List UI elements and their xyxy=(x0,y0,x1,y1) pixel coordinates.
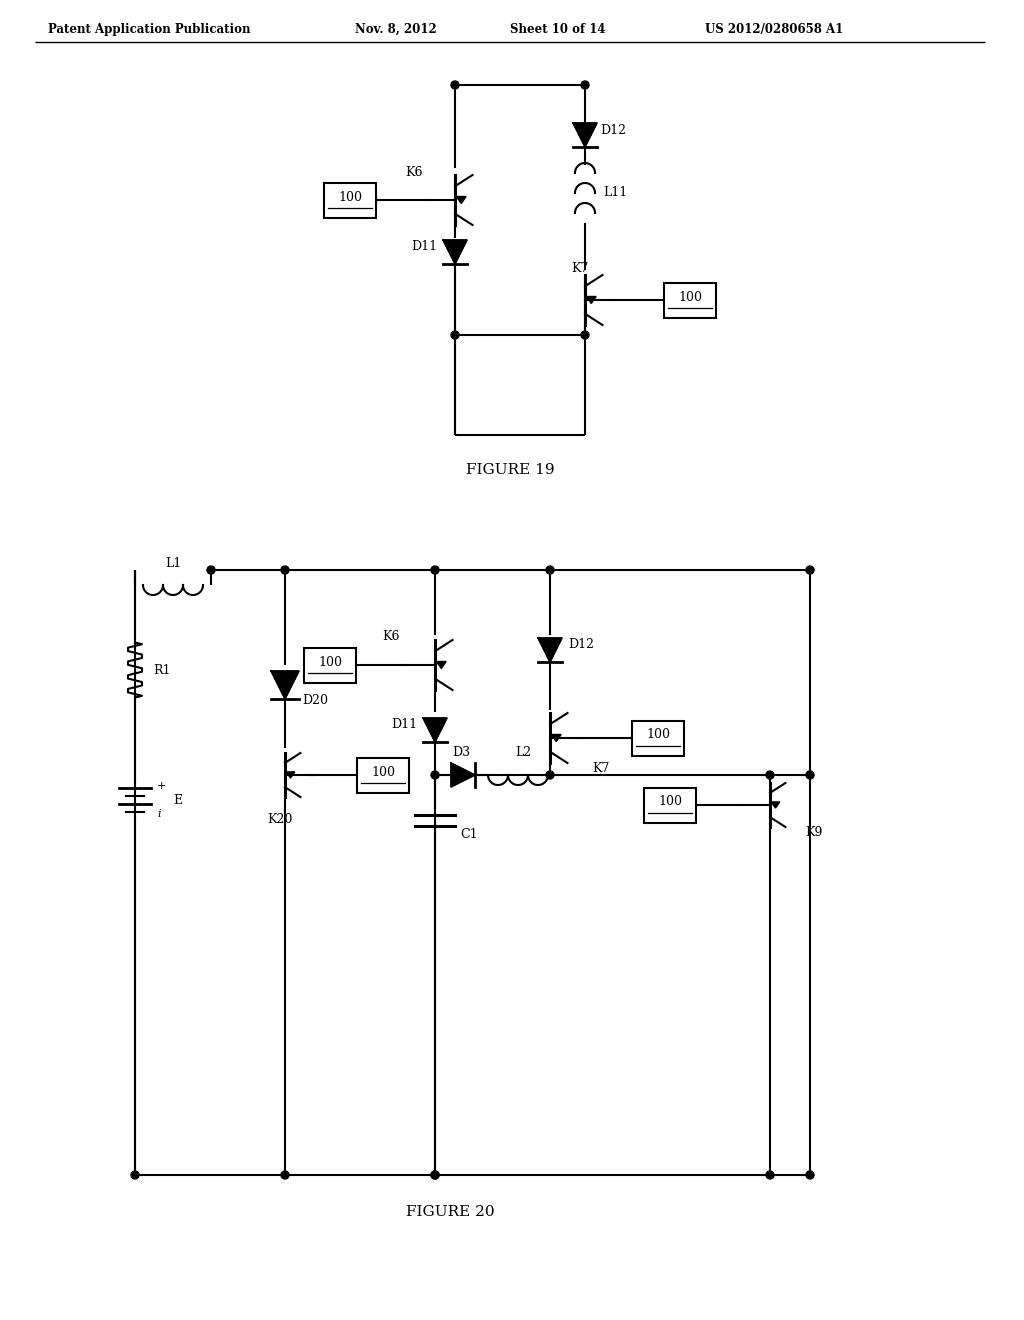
Text: K7: K7 xyxy=(592,762,609,775)
Polygon shape xyxy=(423,718,447,742)
Polygon shape xyxy=(286,772,295,777)
Circle shape xyxy=(431,1171,439,1179)
Text: 100: 100 xyxy=(338,190,362,203)
Text: 100: 100 xyxy=(646,729,670,742)
Text: D20: D20 xyxy=(302,694,328,708)
Polygon shape xyxy=(443,240,467,264)
Text: 100: 100 xyxy=(371,766,395,779)
Circle shape xyxy=(131,1171,139,1179)
Text: 100: 100 xyxy=(678,290,702,304)
Text: i: i xyxy=(157,809,161,818)
Text: FIGURE 19: FIGURE 19 xyxy=(466,463,554,477)
FancyBboxPatch shape xyxy=(632,721,684,755)
FancyBboxPatch shape xyxy=(664,282,716,318)
Text: K7: K7 xyxy=(571,261,589,275)
Circle shape xyxy=(281,1171,289,1179)
Circle shape xyxy=(431,1171,439,1179)
Text: D11: D11 xyxy=(411,240,437,253)
Circle shape xyxy=(451,331,459,339)
Text: D12: D12 xyxy=(568,639,594,652)
Text: K20: K20 xyxy=(267,813,293,826)
FancyBboxPatch shape xyxy=(324,182,376,218)
Circle shape xyxy=(546,566,554,574)
Text: K6: K6 xyxy=(383,631,400,644)
Polygon shape xyxy=(587,297,596,304)
Polygon shape xyxy=(271,671,299,700)
FancyBboxPatch shape xyxy=(304,648,356,682)
Text: E: E xyxy=(173,793,182,807)
Text: C1: C1 xyxy=(460,829,477,842)
Circle shape xyxy=(431,771,439,779)
Polygon shape xyxy=(573,123,597,147)
Text: +: + xyxy=(157,781,166,791)
Text: L1: L1 xyxy=(165,557,181,569)
Text: Sheet 10 of 14: Sheet 10 of 14 xyxy=(510,22,605,36)
Polygon shape xyxy=(551,734,561,742)
FancyBboxPatch shape xyxy=(644,788,696,822)
Circle shape xyxy=(431,566,439,574)
Polygon shape xyxy=(457,197,466,203)
Text: 100: 100 xyxy=(318,656,342,668)
Text: Nov. 8, 2012: Nov. 8, 2012 xyxy=(355,22,437,36)
Circle shape xyxy=(806,566,814,574)
Circle shape xyxy=(806,1171,814,1179)
Circle shape xyxy=(766,771,774,779)
Circle shape xyxy=(546,771,554,779)
Polygon shape xyxy=(436,661,446,668)
Circle shape xyxy=(451,81,459,88)
Text: D12: D12 xyxy=(600,124,626,136)
Text: D3: D3 xyxy=(452,747,470,759)
Circle shape xyxy=(281,566,289,574)
Text: US 2012/0280658 A1: US 2012/0280658 A1 xyxy=(705,22,843,36)
Text: K6: K6 xyxy=(406,166,423,180)
Circle shape xyxy=(581,81,589,88)
Text: R1: R1 xyxy=(153,664,171,676)
Circle shape xyxy=(806,771,814,779)
Circle shape xyxy=(581,331,589,339)
Text: L11: L11 xyxy=(603,186,628,199)
FancyBboxPatch shape xyxy=(357,758,409,792)
Text: D11: D11 xyxy=(391,718,417,731)
Text: L2: L2 xyxy=(515,747,531,759)
Text: FIGURE 20: FIGURE 20 xyxy=(406,1205,495,1218)
Polygon shape xyxy=(451,763,475,787)
Circle shape xyxy=(207,566,215,574)
Polygon shape xyxy=(771,803,780,808)
Text: Patent Application Publication: Patent Application Publication xyxy=(48,22,251,36)
Text: K9: K9 xyxy=(805,826,822,840)
Text: 100: 100 xyxy=(658,796,682,808)
Circle shape xyxy=(766,1171,774,1179)
Polygon shape xyxy=(538,638,562,663)
